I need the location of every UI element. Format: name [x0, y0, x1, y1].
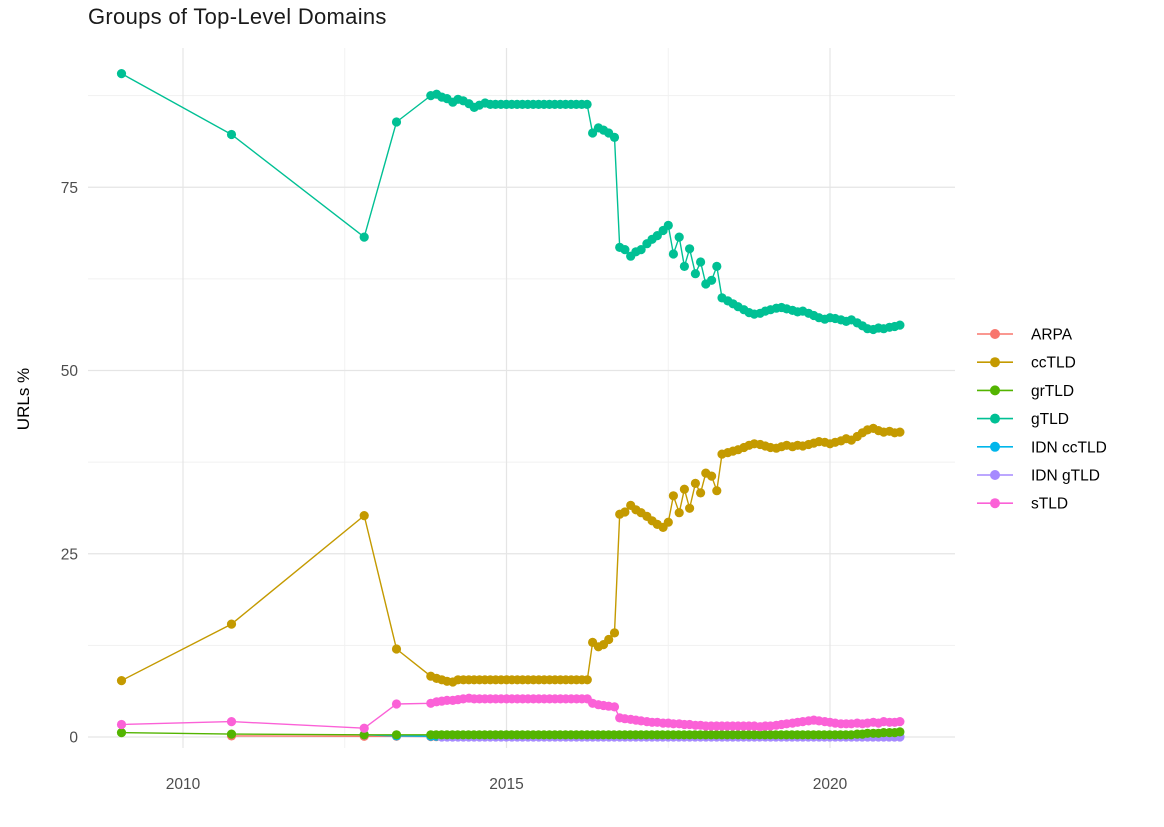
data-point — [690, 478, 701, 488]
data-point — [609, 132, 620, 142]
data-point — [226, 619, 237, 629]
data-point — [679, 484, 690, 494]
legend-label: IDN ccTLD — [1031, 439, 1107, 456]
data-point — [636, 245, 646, 255]
series-gTLD — [116, 69, 905, 335]
data-point — [609, 628, 620, 638]
legend-label: IDN gTLD — [1031, 468, 1100, 485]
data-point — [668, 491, 679, 501]
data-point — [620, 245, 630, 255]
series-sTLD — [116, 693, 905, 733]
series-ccTLD — [116, 423, 905, 687]
data-point — [707, 275, 717, 285]
data-point — [582, 99, 592, 109]
data-point — [620, 507, 630, 517]
data-point — [668, 249, 679, 259]
chart-title: Groups of Top-Level Domains — [88, 4, 387, 29]
data-point — [226, 717, 237, 727]
data-point — [663, 517, 673, 527]
data-point — [609, 702, 620, 712]
data-point — [604, 634, 614, 645]
legend-key-dot — [990, 385, 1000, 396]
data-point — [359, 730, 369, 740]
axis-tick-labels: 0 25 50 75 2010 2015 2020 — [61, 180, 848, 793]
legend-key-dot — [990, 413, 1000, 424]
data-point — [116, 719, 127, 730]
data-point — [696, 257, 706, 267]
y-axis-label: URLs % — [14, 367, 33, 431]
legend-key-dot — [990, 441, 1000, 452]
series-grTLD — [116, 727, 905, 740]
legend-key-dot — [990, 357, 1000, 368]
data-point — [674, 232, 684, 242]
data-point — [712, 261, 722, 271]
data-point — [226, 129, 237, 140]
data-point — [685, 244, 695, 254]
legend-item-IDN-ccTLD: IDN ccTLD — [977, 439, 1107, 456]
legend-key-dot — [990, 329, 1000, 339]
data-point — [359, 232, 369, 242]
legend-item-sTLD: sTLD — [977, 496, 1068, 513]
gridlines — [88, 48, 955, 748]
data-point — [391, 644, 402, 654]
data-point — [582, 675, 592, 685]
y-tick-label: 25 — [61, 546, 78, 563]
y-tick-label: 0 — [69, 730, 78, 747]
data-point — [663, 220, 673, 230]
legend-label: grTLD — [1031, 383, 1074, 400]
legend-label: ARPA — [1031, 327, 1073, 344]
data-point — [895, 727, 905, 737]
legend-key-dot — [990, 498, 1000, 509]
legend-item-ARPA: ARPA — [977, 327, 1073, 344]
series-line — [121, 427, 900, 683]
data-point — [391, 699, 402, 709]
legend-label: sTLD — [1031, 496, 1068, 513]
data-point — [707, 471, 717, 481]
x-tick-label: 2020 — [813, 776, 848, 793]
legend-key-dot — [990, 470, 1000, 480]
data-point — [116, 69, 127, 79]
data-point — [690, 269, 701, 279]
data-point — [685, 503, 695, 513]
data-point — [895, 320, 905, 330]
legend-label: ccTLD — [1031, 355, 1076, 372]
data-point — [391, 117, 402, 127]
legend: ARPA ccTLD grTLD gTLD IDN ccTLD IDN gTLD sTLD — [977, 327, 1107, 513]
data-point — [116, 676, 127, 686]
data-point — [391, 730, 402, 740]
data-point — [359, 510, 369, 521]
data-point — [712, 486, 722, 496]
data-point — [895, 427, 905, 437]
legend-label: gTLD — [1031, 411, 1069, 428]
x-tick-label: 2010 — [166, 776, 201, 793]
data-point — [696, 488, 706, 498]
y-tick-label: 50 — [61, 363, 79, 380]
y-tick-label: 75 — [61, 180, 78, 197]
data-point — [895, 717, 905, 727]
legend-item-IDN-gTLD: IDN gTLD — [977, 468, 1100, 485]
data-point — [679, 261, 690, 271]
series-line — [121, 72, 901, 331]
x-tick-label: 2015 — [489, 776, 523, 793]
legend-item-grTLD: grTLD — [977, 383, 1074, 400]
data-point — [116, 728, 127, 738]
data-point — [674, 508, 684, 518]
legend-item-ccTLD: ccTLD — [977, 355, 1076, 372]
data-point — [226, 729, 237, 739]
legend-item-gTLD: gTLD — [977, 411, 1069, 428]
data-point — [359, 723, 369, 733]
